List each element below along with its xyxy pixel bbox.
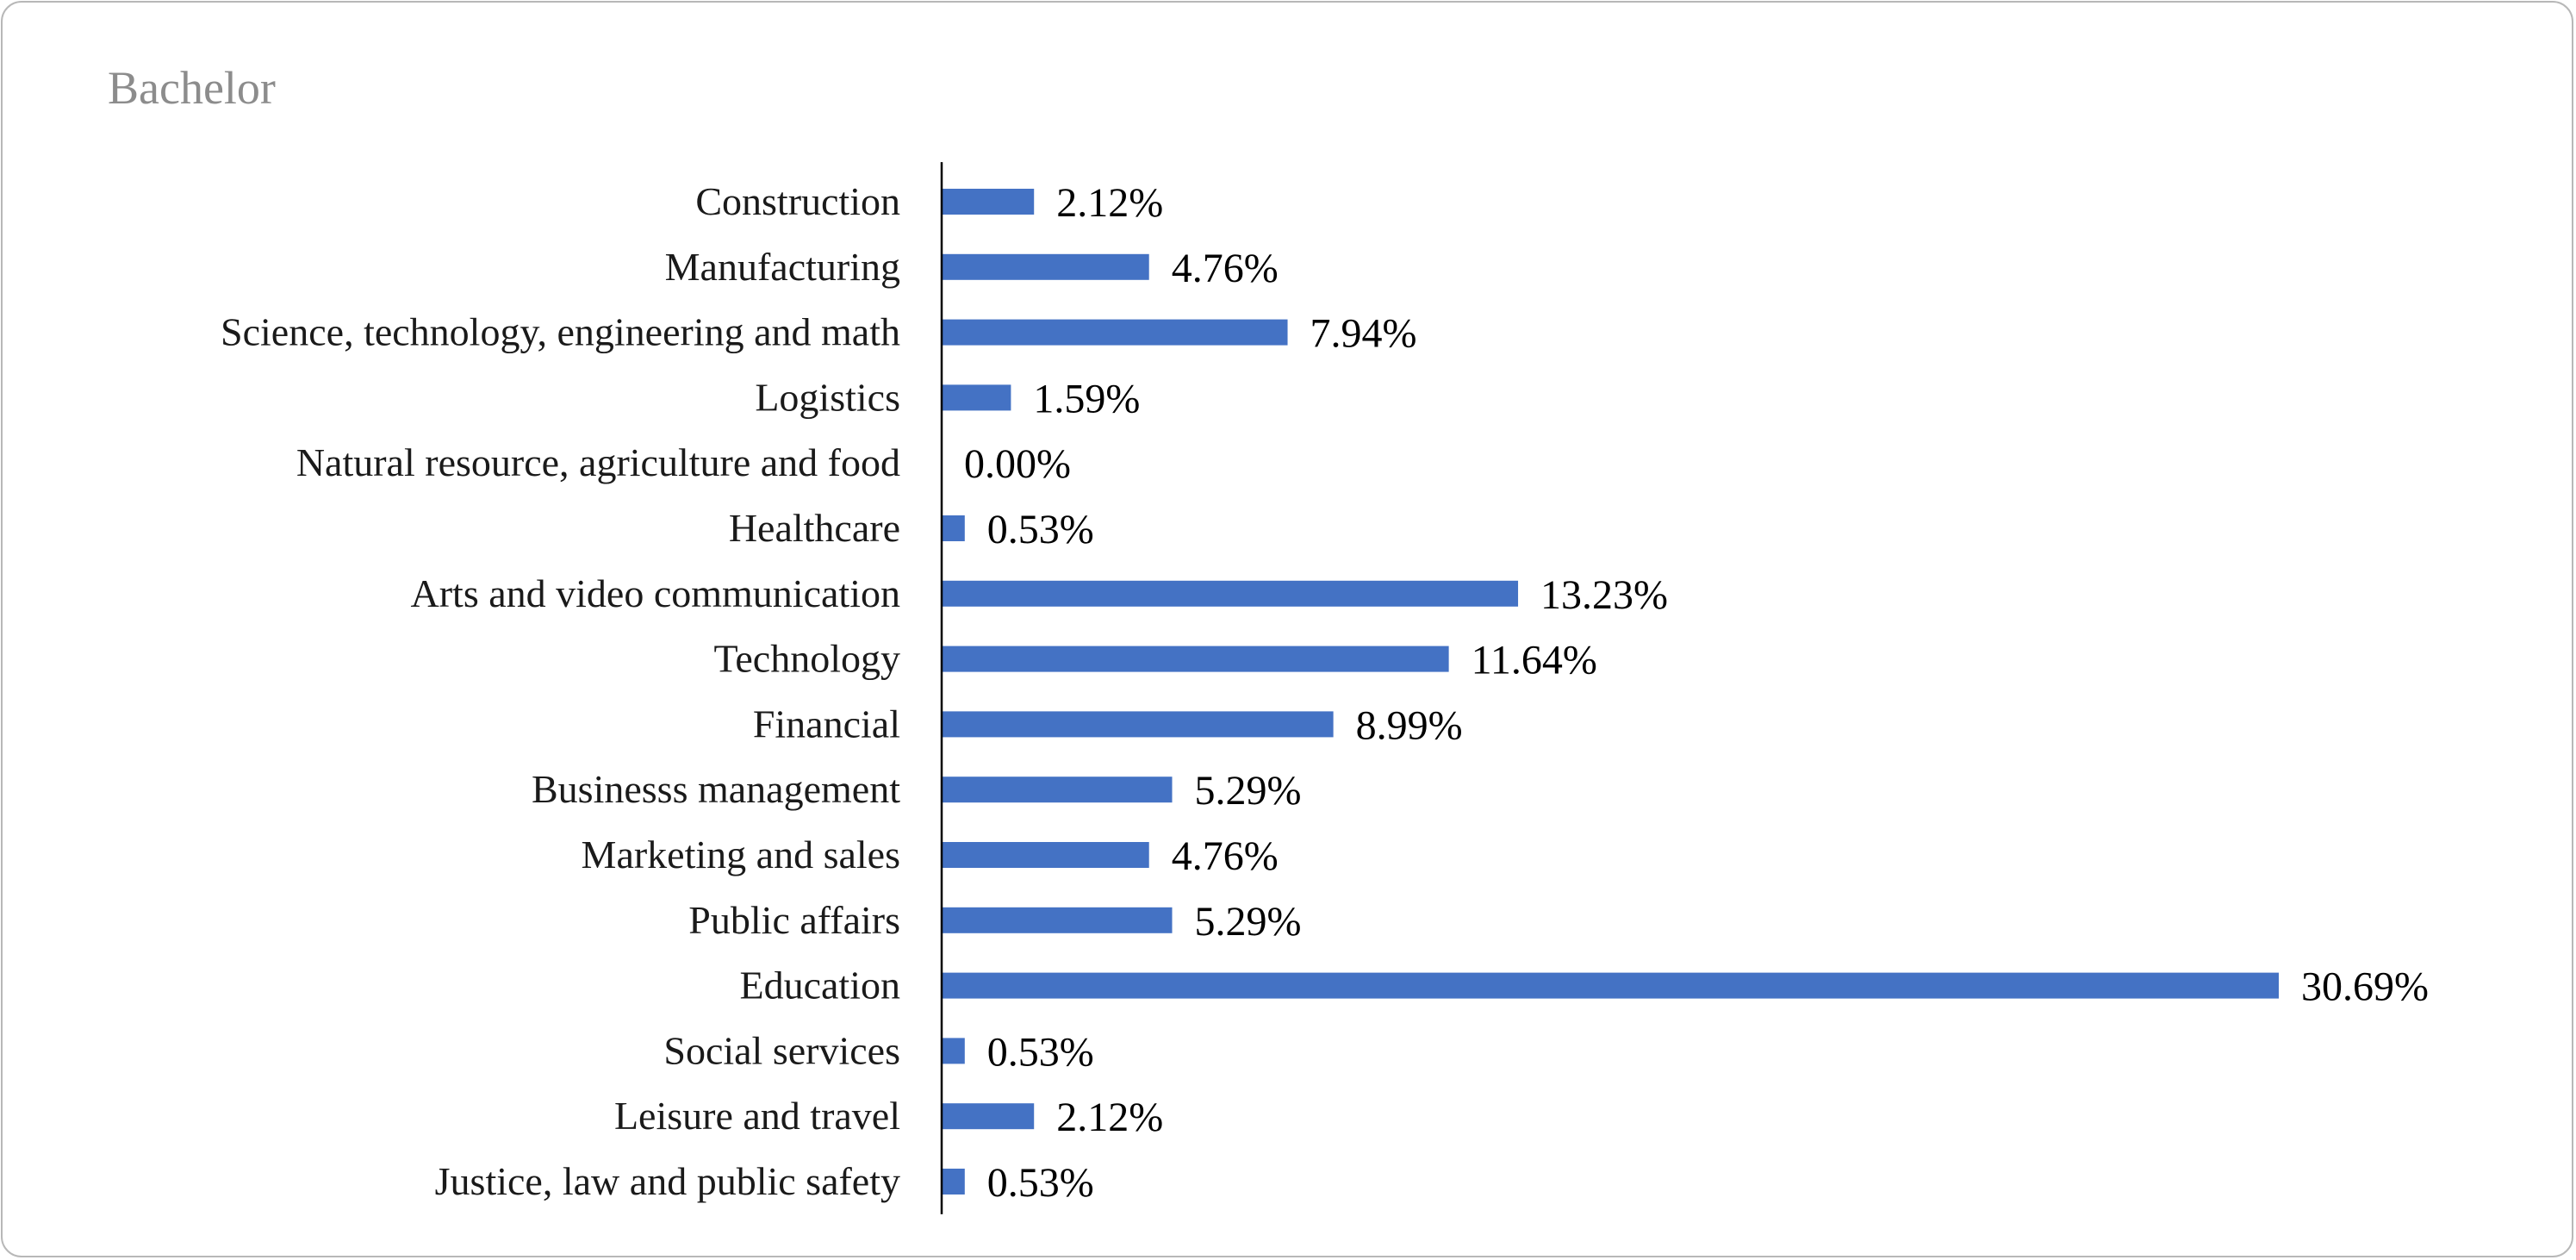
bar-social-services bbox=[942, 1038, 965, 1064]
bar-education bbox=[942, 972, 2279, 999]
bar-arts-and-video-communication bbox=[942, 580, 1519, 607]
value-label-technology: 11.64% bbox=[1472, 638, 1597, 683]
category-label-justice-law-and-public-safety: Justice, law and public safety bbox=[435, 1159, 900, 1203]
category-label-science-technology-engineering-and-math: Science, technology, engineering and mat… bbox=[221, 310, 900, 354]
bar-logistics bbox=[942, 384, 1011, 411]
value-label-logistics: 1.59% bbox=[1033, 376, 1140, 421]
bar-justice-law-and-public-safety bbox=[942, 1169, 965, 1195]
bar-financial bbox=[942, 711, 1334, 738]
value-label-financial: 8.99% bbox=[1356, 702, 1463, 748]
category-label-financial: Financial bbox=[753, 702, 900, 745]
value-label-leisure-and-travel: 2.12% bbox=[1056, 1095, 1163, 1140]
value-label-social-services: 0.53% bbox=[987, 1029, 1094, 1075]
value-label-natural-resource-agriculture-and-food: 0.00% bbox=[964, 441, 1071, 487]
bar-marketing-and-sales bbox=[942, 842, 1149, 868]
category-label-logistics: Logistics bbox=[755, 375, 900, 419]
value-label-healthcare: 0.53% bbox=[987, 507, 1094, 552]
value-label-marketing-and-sales: 4.76% bbox=[1172, 833, 1279, 879]
category-label-healthcare: Healthcare bbox=[729, 506, 900, 550]
category-label-leisure-and-travel: Leisure and travel bbox=[614, 1094, 900, 1138]
value-labels: 2.12%4.76%7.94%1.59%0.00%0.53%13.23%11.6… bbox=[964, 180, 2429, 1206]
category-label-construction: Construction bbox=[695, 179, 900, 223]
bars-group bbox=[942, 189, 2279, 1195]
bar-businesss-management bbox=[942, 777, 1173, 803]
category-label-technology: Technology bbox=[713, 637, 900, 681]
category-labels: Construction Manufacturing Science, techno… bbox=[221, 179, 900, 1203]
category-label-arts-and-video-communication: Arts and video communication bbox=[411, 571, 901, 615]
bar-science-technology-engineering-and-math bbox=[942, 319, 1288, 346]
value-label-manufacturing: 4.76% bbox=[1172, 246, 1279, 291]
category-label-manufacturing: Manufacturing bbox=[665, 245, 900, 289]
value-label-science-technology-engineering-and-math: 7.94% bbox=[1310, 311, 1417, 357]
value-label-education: 30.69% bbox=[2301, 964, 2429, 1010]
value-label-construction: 2.12% bbox=[1056, 180, 1163, 226]
value-label-justice-law-and-public-safety: 0.53% bbox=[987, 1160, 1094, 1206]
bar-technology bbox=[942, 646, 1449, 672]
category-label-natural-resource-agriculture-and-food: Natural resource, agriculture and food bbox=[296, 440, 900, 484]
value-label-public-affairs: 5.29% bbox=[1195, 899, 1302, 945]
value-label-businesss-management: 5.29% bbox=[1195, 768, 1302, 814]
bar-manufacturing bbox=[942, 253, 1149, 280]
value-label-arts-and-video-communication: 13.23% bbox=[1540, 572, 1668, 618]
category-label-social-services: Social services bbox=[663, 1028, 900, 1072]
category-label-public-affairs: Public affairs bbox=[688, 898, 900, 942]
bar-public-affairs bbox=[942, 907, 1173, 933]
category-label-education: Education bbox=[740, 964, 901, 1007]
bar-healthcare bbox=[942, 515, 965, 541]
chart-title: Bachelor bbox=[108, 62, 276, 114]
bar-leisure-and-travel bbox=[942, 1103, 1035, 1130]
bar-construction bbox=[942, 189, 1035, 215]
category-label-marketing-and-sales: Marketing and sales bbox=[582, 833, 900, 876]
category-label-businesss-management: Businesss management bbox=[532, 767, 900, 811]
